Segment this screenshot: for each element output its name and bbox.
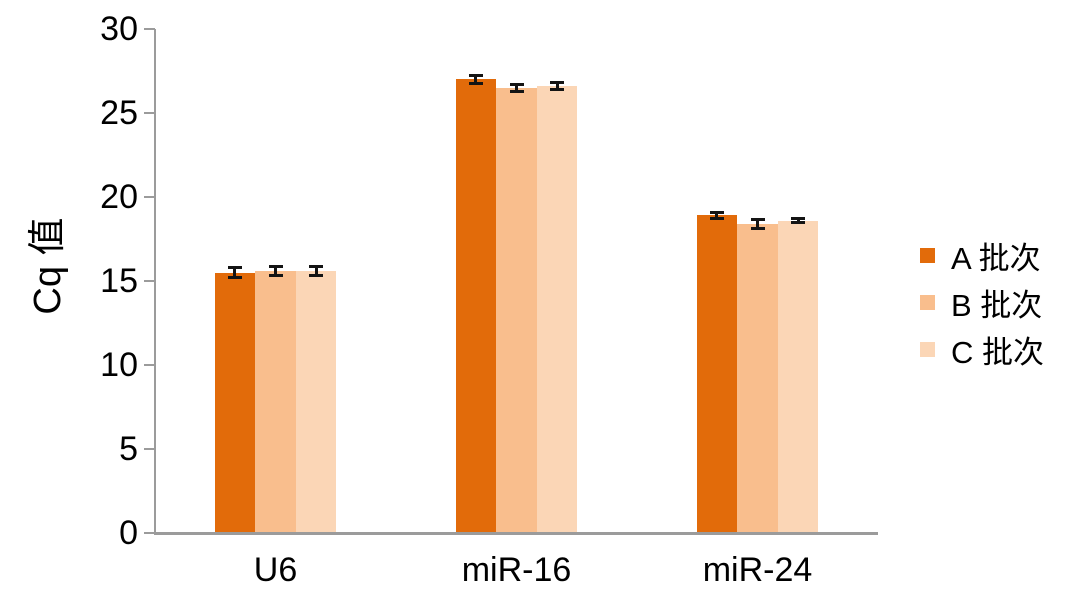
bar-mir-24-c <box>777 220 819 533</box>
error-bar-cap <box>468 82 483 86</box>
x-axis-label: miR-16 <box>461 551 572 589</box>
legend-label: B 批次 <box>951 288 1043 323</box>
error-bar <box>233 267 237 278</box>
y-tick-label: 5 <box>119 430 138 468</box>
error-bar <box>314 266 318 276</box>
bar-mir-16-a <box>455 79 497 533</box>
y-axis-line <box>154 29 156 535</box>
error-bar-cap <box>509 82 524 86</box>
y-tick <box>144 196 155 198</box>
error-bar-cap <box>309 265 324 269</box>
bar-u6-c <box>295 270 337 533</box>
error-bar-cap <box>268 265 283 269</box>
y-tick-label: 0 <box>119 514 138 552</box>
error-bar-cap <box>468 73 483 77</box>
y-tick <box>144 112 155 114</box>
error-bar-cap <box>550 87 565 91</box>
bar-mir-24-b <box>737 223 778 533</box>
error-bar <box>515 84 518 92</box>
bar-mir-24-a <box>696 215 738 533</box>
y-tick-label: 25 <box>100 94 138 132</box>
bar-mir-16-b <box>496 87 537 533</box>
bar-mir-16-c <box>536 86 578 533</box>
y-tick <box>144 28 155 30</box>
bar-u6-a <box>214 272 256 533</box>
error-bar-cap <box>791 220 806 224</box>
error-bar-cap <box>791 217 806 221</box>
error-bar <box>274 266 277 276</box>
y-tick <box>144 448 155 450</box>
y-tick-label: 10 <box>100 346 138 384</box>
legend-swatch <box>920 342 935 357</box>
y-tick-label: 20 <box>100 178 138 216</box>
legend-swatch <box>920 248 935 263</box>
legend: A 批次 B 批次 C 批次 <box>920 232 1044 373</box>
error-bar-cap <box>550 81 565 85</box>
legend-swatch <box>920 295 935 310</box>
error-bar-cap <box>509 89 524 93</box>
error-bar <box>756 219 759 229</box>
error-bar-cap <box>709 217 724 221</box>
y-tick-label: 30 <box>100 10 138 48</box>
y-tick <box>144 532 155 534</box>
error-bar-cap <box>268 273 283 277</box>
x-axis-label: miR-24 <box>702 551 813 589</box>
error-bar-cap <box>227 276 242 280</box>
error-bar-cap <box>750 218 765 222</box>
error-bar-cap <box>227 266 242 270</box>
bar-u6-b <box>255 270 296 533</box>
error-bar-cap <box>309 273 324 277</box>
y-tick-label: 15 <box>100 262 138 300</box>
y-tick <box>144 280 155 282</box>
legend-item: C 批次 <box>920 326 1044 373</box>
legend-label: A 批次 <box>951 241 1041 276</box>
error-bar <box>796 218 800 223</box>
x-axis-line <box>154 532 878 535</box>
error-bar <box>555 82 559 90</box>
error-bar-cap <box>709 210 724 214</box>
x-axis-label: U6 <box>253 551 298 589</box>
error-bar <box>474 75 478 84</box>
y-tick <box>144 364 155 366</box>
legend-label: C 批次 <box>951 335 1044 370</box>
error-bar <box>715 212 719 219</box>
legend-item: A 批次 <box>920 232 1044 279</box>
error-bar-cap <box>750 226 765 230</box>
legend-item: B 批次 <box>920 279 1044 326</box>
